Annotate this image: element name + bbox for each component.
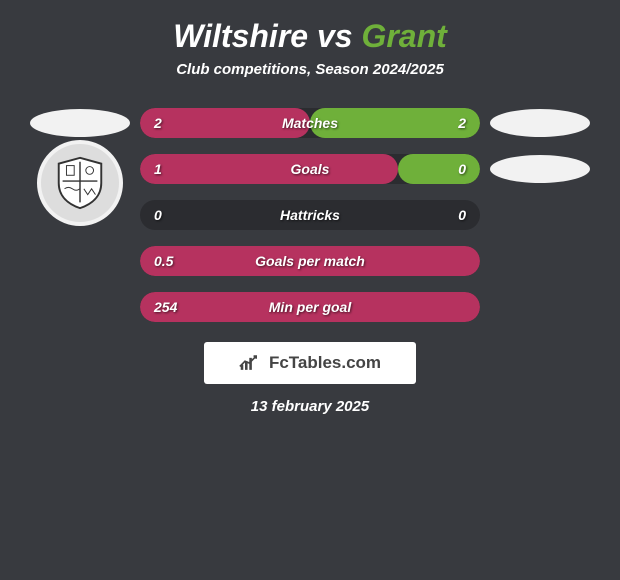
bar-chart-icon xyxy=(239,354,263,372)
page-title: Wiltshire vs Grant xyxy=(0,18,620,55)
stat-left-value: 254 xyxy=(154,299,177,315)
stat-bar: Min per goal 254 xyxy=(140,292,480,322)
stat-right-spacer xyxy=(490,247,590,275)
stat-right-value: 0 xyxy=(458,161,466,177)
stat-right-marker xyxy=(490,109,590,137)
stat-values: 2 2 xyxy=(140,108,480,138)
stat-left-value: 1 xyxy=(154,161,162,177)
crest-slot xyxy=(30,152,130,186)
stat-bar: Hattricks 0 0 xyxy=(140,200,480,230)
stat-left-value: 0.5 xyxy=(154,253,173,269)
stat-left-marker xyxy=(30,109,130,137)
team-crest xyxy=(37,140,123,226)
stat-left-spacer xyxy=(30,247,130,275)
subtitle: Club competitions, Season 2024/2025 xyxy=(0,61,620,78)
stat-values: 0.5 xyxy=(140,246,480,276)
stat-row: Matches 2 2 xyxy=(0,106,620,140)
stat-bar: Matches 2 2 xyxy=(140,108,480,138)
player1-name: Wiltshire xyxy=(173,18,308,54)
vs-text: vs xyxy=(317,18,353,54)
shield-icon xyxy=(51,154,109,212)
stat-row: Goals 1 0 xyxy=(0,152,620,186)
stat-values: 1 0 xyxy=(140,154,480,184)
player2-name: Grant xyxy=(361,18,446,54)
stat-left-spacer xyxy=(30,293,130,321)
stat-left-value: 2 xyxy=(154,115,162,131)
stat-values: 254 xyxy=(140,292,480,322)
branding-box[interactable]: FcTables.com xyxy=(204,342,416,384)
stat-right-value: 0 xyxy=(458,207,466,223)
stats-list: Matches 2 2 xyxy=(0,106,620,324)
comparison-widget: Wiltshire vs Grant Club competitions, Se… xyxy=(0,0,620,423)
stat-right-value: 2 xyxy=(458,115,466,131)
stat-right-marker xyxy=(490,155,590,183)
stat-row: Goals per match 0.5 xyxy=(0,244,620,278)
stat-bar: Goals 1 0 xyxy=(140,154,480,184)
branding-text: FcTables.com xyxy=(269,353,381,373)
stat-values: 0 0 xyxy=(140,200,480,230)
stat-row: Min per goal 254 xyxy=(0,290,620,324)
stat-bar: Goals per match 0.5 xyxy=(140,246,480,276)
stat-right-spacer xyxy=(490,201,590,229)
stat-left-value: 0 xyxy=(154,207,162,223)
footer-date: 13 february 2025 xyxy=(0,398,620,415)
stat-right-spacer xyxy=(490,293,590,321)
